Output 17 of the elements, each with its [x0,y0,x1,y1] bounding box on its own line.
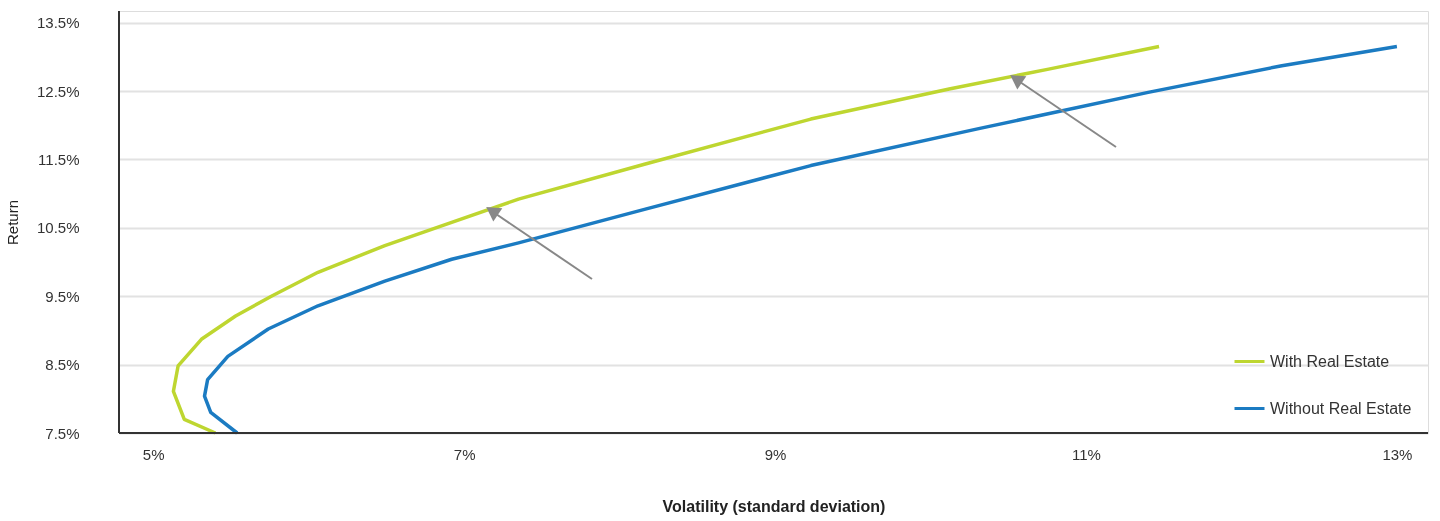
y-tick-label: 10.5% [36,219,80,237]
x-tick-label: 11% [1072,445,1101,463]
legend-label: Without Real Estate [1270,399,1412,417]
x-tick-label: 9% [764,445,787,463]
x-axis-title: Volatility (standard deviation) [662,497,886,515]
y-tick-label: 11.5% [38,150,80,168]
x-tick-label: 13% [1382,445,1413,463]
y-axis-title: Return [3,199,21,246]
y-tick-label: 7.5% [45,424,80,442]
line-series [171,44,1161,435]
y-tick-label: 13.5% [36,14,80,32]
y-tick-label: 8.5% [45,356,80,374]
x-tick-label: 7% [453,445,476,463]
x-tick-label: 5% [142,445,165,463]
y-tick-label: 12.5% [36,82,80,100]
y-tick-label: 9.5% [45,287,80,305]
legend-label: With Real Estate [1270,352,1390,370]
